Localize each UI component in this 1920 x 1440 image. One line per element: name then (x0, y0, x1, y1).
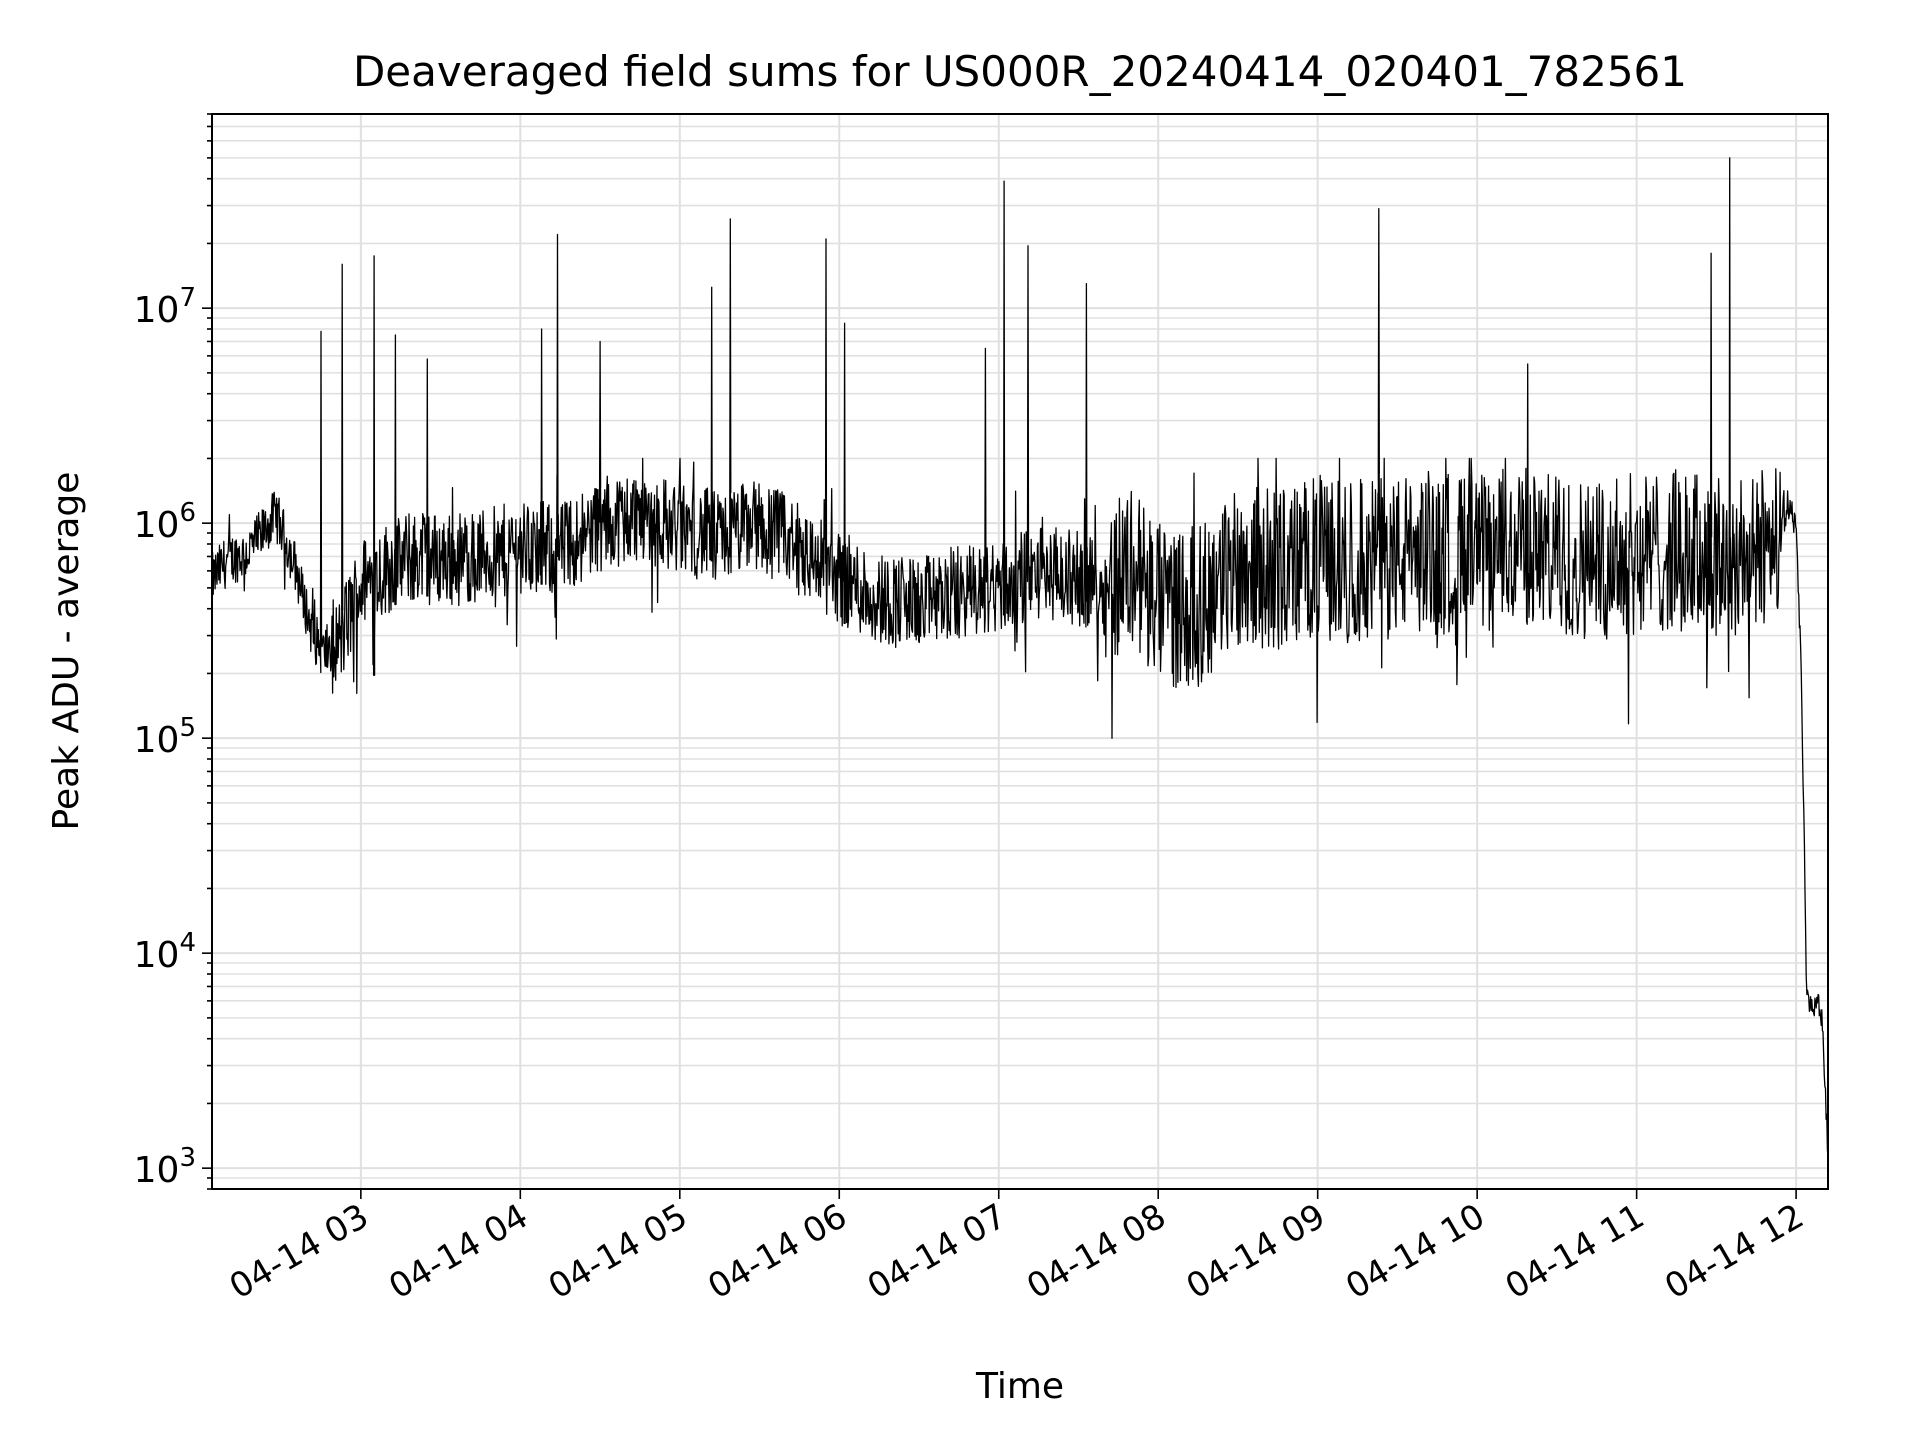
y-tick-base: 10 (134, 1150, 180, 1191)
y-tick-label: 106 (134, 498, 196, 546)
y-tick-base: 10 (134, 290, 180, 331)
x-axis-label: Time (975, 1366, 1064, 1407)
y-tick-label: 107 (134, 283, 196, 331)
y-tick-base: 10 (134, 720, 180, 761)
y-tick-label: 105 (134, 713, 196, 761)
y-tick-exponent: 6 (179, 498, 196, 528)
chart-title: Deaveraged field sums for US000R_2024041… (353, 47, 1687, 96)
data-layer (211, 157, 1829, 1159)
y-axis-label: Peak ADU - average (46, 472, 87, 831)
y-tick-label: 104 (134, 928, 196, 976)
series-line (211, 157, 1829, 1159)
y-tick-base: 10 (134, 935, 180, 976)
y-tick-exponent: 7 (179, 283, 196, 313)
grid-layer (212, 113, 1828, 1190)
y-tick-base: 10 (134, 505, 180, 546)
y-tick-exponent: 3 (179, 1143, 196, 1173)
plot-area-frame (211, 113, 1829, 1190)
y-tick-label: 103 (134, 1143, 196, 1191)
y-tick-exponent: 4 (179, 928, 196, 958)
y-tick-exponent: 5 (179, 713, 196, 743)
